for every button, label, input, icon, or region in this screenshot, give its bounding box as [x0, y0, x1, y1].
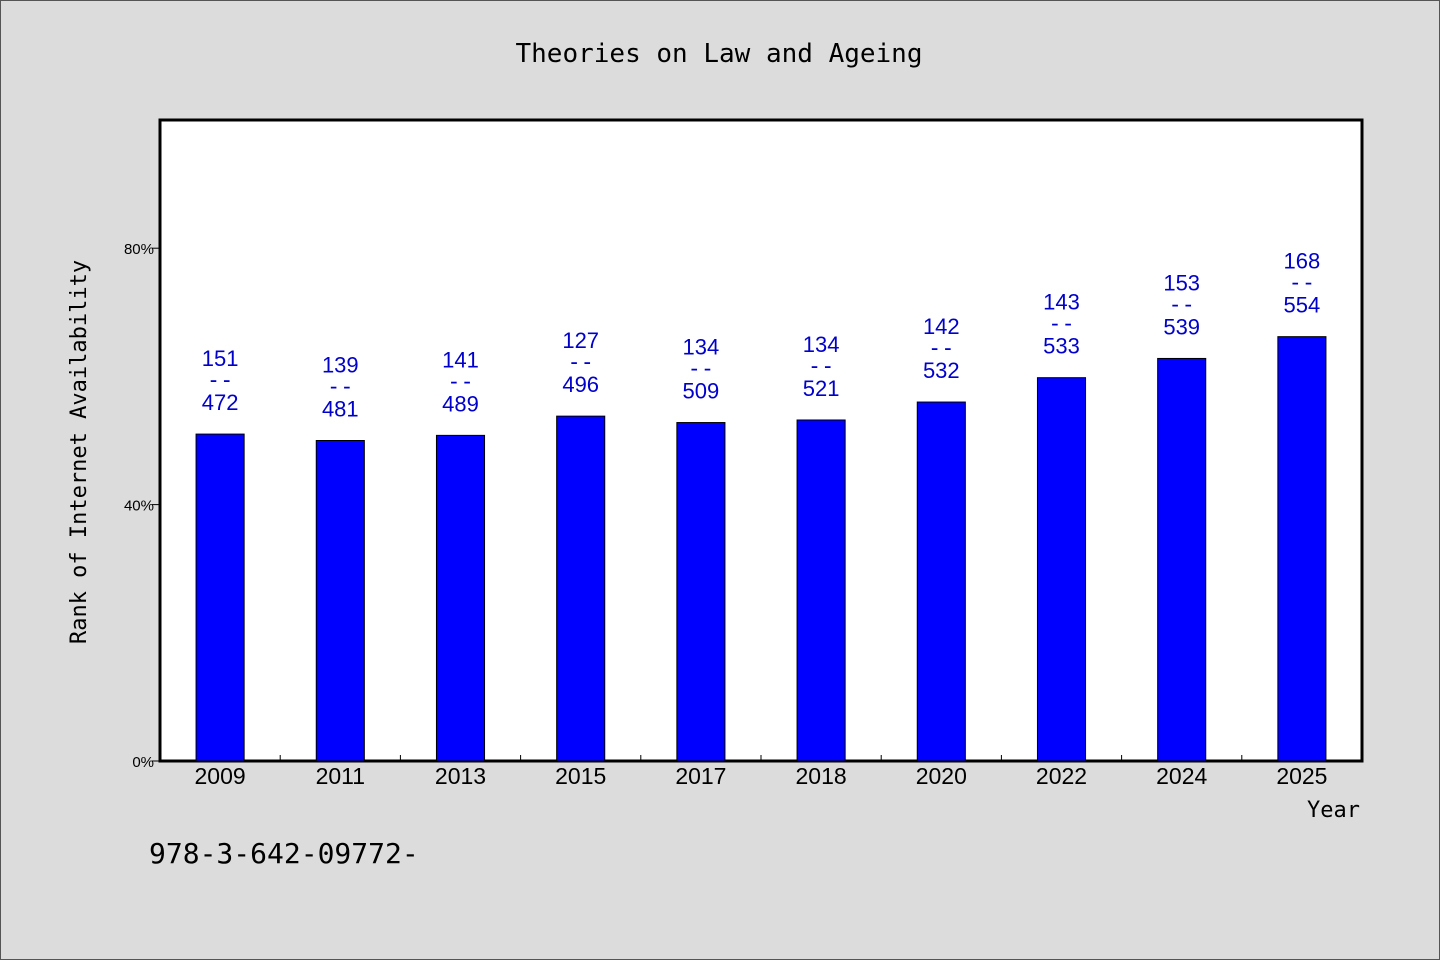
- x-tick-label-2022: 2022: [1036, 763, 1087, 789]
- bar-2018: [796, 419, 846, 762]
- data-label-bottom-2020: 532: [923, 358, 960, 383]
- y-axis-label: Rank of Internet Availability: [67, 260, 92, 644]
- x-tick-label-2009: 2009: [195, 763, 246, 789]
- bar-2025: [1277, 336, 1327, 762]
- y-tick-label-0%: 0%: [132, 754, 154, 771]
- y-tick-label-40%: 40%: [124, 498, 154, 515]
- data-label-top-2025: 168: [1284, 249, 1321, 274]
- x-tick-label-2024: 2024: [1156, 763, 1207, 789]
- data-label-top-2022: 143: [1043, 290, 1080, 315]
- data-label-separator-2025: --: [1289, 271, 1316, 296]
- data-label-bottom-2024: 539: [1163, 314, 1200, 339]
- data-label-separator-2017: --: [688, 357, 715, 382]
- data-label-top-2020: 142: [923, 314, 960, 339]
- x-axis: 2009 2011 2013 2015 2017 2018 2020 2022 2024 2025: [195, 755, 1327, 789]
- data-label-separator-2011: --: [327, 375, 354, 400]
- data-label-top-2024: 153: [1163, 270, 1200, 295]
- x-tick-label-2020: 2020: [916, 763, 967, 789]
- data-labels-layer: 151--472139--481141--489127--496134--509…: [202, 249, 1321, 422]
- data-label-separator-2009: --: [207, 368, 234, 393]
- data-label-top-2017: 134: [683, 335, 720, 360]
- x-axis-label: Year: [1307, 798, 1360, 823]
- data-label-separator-2022: --: [1048, 312, 1075, 337]
- data-label-bottom-2025: 554: [1284, 293, 1321, 318]
- data-label-top-2011: 139: [322, 353, 359, 378]
- data-label-bottom-2011: 481: [322, 397, 359, 422]
- data-label-bottom-2013: 489: [442, 391, 479, 416]
- data-label-separator-2024: --: [1168, 292, 1195, 317]
- bar-2017: [676, 422, 726, 762]
- y-tick-label-80%: 80%: [124, 241, 154, 258]
- data-label-separator-2015: --: [567, 350, 594, 375]
- data-label-top-2015: 127: [562, 328, 599, 353]
- data-label-separator-2020: --: [928, 336, 955, 361]
- footer-code: 978-3-642-09772-: [149, 837, 419, 870]
- x-tick-label-2017: 2017: [675, 763, 726, 789]
- data-label-separator-2013: --: [447, 369, 474, 394]
- data-label-bottom-2009: 472: [202, 390, 239, 415]
- x-tick-label-2015: 2015: [555, 763, 606, 789]
- bar-2022: [1036, 377, 1087, 762]
- bar-2015: [556, 415, 606, 762]
- x-tick-label-2018: 2018: [796, 763, 847, 789]
- bar-2009: [195, 433, 245, 762]
- bar-2024: [1157, 357, 1207, 762]
- data-label-bottom-2022: 533: [1043, 334, 1080, 359]
- bar-2020: [916, 401, 966, 762]
- chart-title: Theories on Law and Ageing: [516, 39, 923, 69]
- data-label-top-2009: 151: [202, 346, 239, 371]
- data-label-bottom-2015: 496: [562, 372, 599, 397]
- bar-2013: [435, 434, 486, 762]
- x-tick-label-2011: 2011: [316, 763, 365, 789]
- data-label-top-2018: 134: [803, 332, 840, 357]
- bar-2011: [315, 440, 365, 762]
- data-label-top-2013: 141: [442, 347, 479, 372]
- data-label-bottom-2017: 509: [683, 379, 720, 404]
- x-tick-label-2025: 2025: [1276, 763, 1327, 789]
- y-axis: 0% 40% 80%: [124, 241, 160, 771]
- x-tick-label-2013: 2013: [435, 763, 486, 789]
- data-label-bottom-2018: 521: [803, 376, 840, 401]
- data-label-separator-2018: --: [808, 354, 835, 379]
- bars-layer: [195, 336, 1327, 762]
